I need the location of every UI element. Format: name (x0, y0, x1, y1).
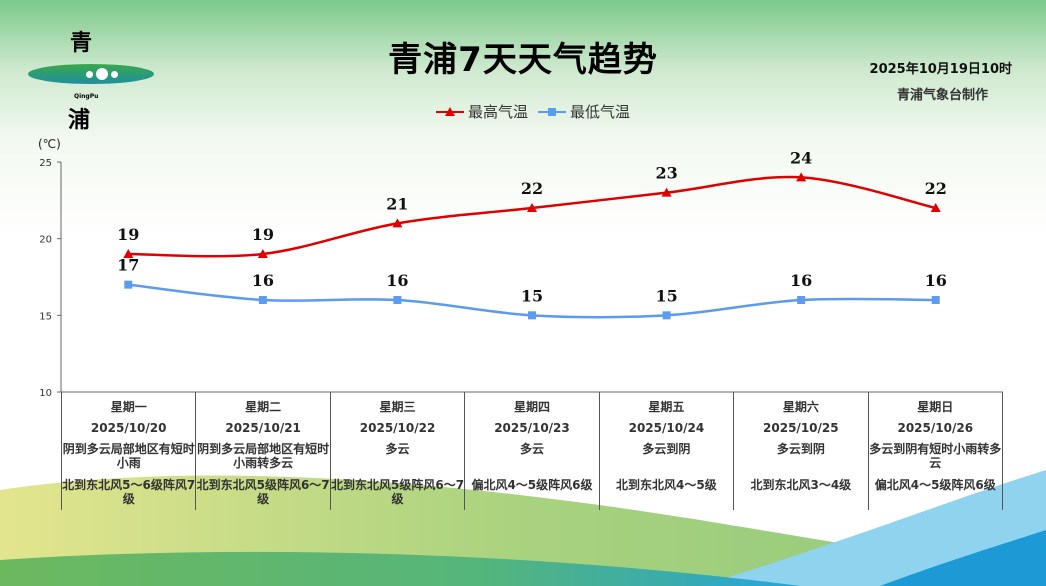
page-title: 青浦7天天气趋势 (388, 40, 658, 80)
data-label: 24 (790, 148, 812, 167)
y-tick-label: 20 (39, 235, 52, 246)
chart-legend: 最高气温 最低气温 (436, 101, 630, 122)
low-point (528, 311, 536, 320)
day-date: 2025/10/25 (763, 421, 839, 435)
data-label: 16 (386, 271, 408, 290)
high-point (527, 203, 537, 212)
day-weather: 多云 (385, 442, 410, 456)
data-label: 19 (252, 225, 274, 244)
day-weekday: 星期日 (917, 400, 954, 414)
data-label: 19 (117, 225, 139, 244)
y-tick-label: 10 (39, 388, 52, 399)
day-weekday: 星期一 (110, 400, 147, 414)
day-date: 2025/10/23 (494, 421, 570, 435)
day-wind: 偏北风4～5级阵风6级 (471, 478, 593, 492)
day-date: 2025/10/21 (225, 421, 301, 435)
legend-high: 最高气温 (436, 101, 528, 122)
data-label: 23 (655, 164, 677, 183)
high-point (392, 218, 403, 228)
day-wind: 北到东北风5级阵风6～7级 (196, 478, 330, 506)
day-date: 2025/10/24 (628, 421, 705, 435)
day-weather: 阴到多云局部地区有短时小雨转多云 (197, 442, 330, 470)
data-label: 16 (790, 271, 812, 290)
low-point (662, 311, 671, 320)
day-wind: 北到东北风3～4级 (750, 478, 852, 492)
day-wind: 北到东北风5级阵风6～7级 (331, 478, 465, 506)
qingpu-logo: 青 QingPu 浦 (26, 20, 156, 133)
low-point (393, 296, 402, 304)
y-tick-label: 25 (39, 158, 52, 169)
high-point (930, 203, 941, 212)
issue-time: 2025年10月19日10时 (869, 62, 1012, 77)
low-point (124, 280, 133, 289)
y-tick-label: 15 (39, 311, 52, 322)
day-weather: 阴到多云局部地区有短时小雨 (62, 442, 195, 470)
high-point (661, 187, 672, 197)
daily-forecast-table: 星期一 2025/10/20 阴到多云局部地区有短时小雨 北到东北风5～6级阵风7级星… (60, 392, 1004, 510)
day-column: 星期一 2025/10/20 阴到多云局部地区有短时小雨 北到东北风5～6级阵风7级 (60, 392, 197, 510)
data-label: 15 (521, 286, 543, 305)
low-point (258, 296, 267, 304)
high-point (123, 249, 134, 258)
low-point (797, 296, 806, 304)
legend-low: 最低气温 (538, 101, 630, 122)
data-label: 16 (252, 271, 274, 290)
day-wind: 北到东北风5～6级阵风7级 (62, 478, 196, 506)
data-label: 16 (925, 271, 947, 290)
data-label: 17 (117, 256, 139, 275)
day-weather: 多云 (519, 442, 544, 456)
day-weekday: 星期四 (513, 400, 550, 414)
day-wind: 偏北风4～5级阵风6级 (874, 478, 996, 492)
day-weather: 多云到阴 (642, 442, 691, 456)
day-weekday: 星期二 (245, 400, 282, 414)
day-column: 星期四 2025/10/23 多云偏北风4～5级阵风6级 (464, 392, 600, 510)
high-point (796, 172, 807, 182)
data-label: 22 (925, 179, 947, 198)
day-column: 星期二 2025/10/21 阴到多云局部地区有短时小雨转多云 北到东北风5级阵风6～… (195, 392, 331, 510)
high-point (257, 249, 268, 258)
data-label: 22 (521, 179, 543, 198)
day-column: 星期日 2025/10/26 多云到阴有短时小雨转多云偏北风4～5级阵风6级 (867, 392, 1004, 510)
data-label: 15 (655, 286, 677, 305)
data-label: 21 (386, 194, 408, 213)
day-column: 星期六 2025/10/25 多云到阴北到东北风3～4级 (733, 392, 869, 510)
day-date: 2025/10/26 (897, 421, 974, 435)
issuer: 青浦气象台制作 (896, 88, 988, 103)
day-column: 星期五 2025/10/24 多云到阴北到东北风4～5级 (598, 392, 735, 510)
day-date: 2025/10/20 (90, 421, 167, 435)
day-weather: 多云到阴 (776, 442, 825, 456)
day-weekday: 星期六 (782, 400, 819, 414)
low-point (931, 296, 940, 304)
day-weekday: 星期五 (648, 400, 685, 414)
day-weekday: 星期三 (379, 400, 416, 414)
y-axis-unit: (℃) (38, 137, 61, 151)
day-column: 星期三 2025/10/22 多云北到东北风5级阵风6～7级 (329, 392, 466, 510)
day-weather: 多云到阴有短时小雨转多云 (869, 442, 1002, 470)
day-wind: 北到东北风4～5级 (616, 478, 717, 492)
day-date: 2025/10/22 (359, 421, 436, 435)
